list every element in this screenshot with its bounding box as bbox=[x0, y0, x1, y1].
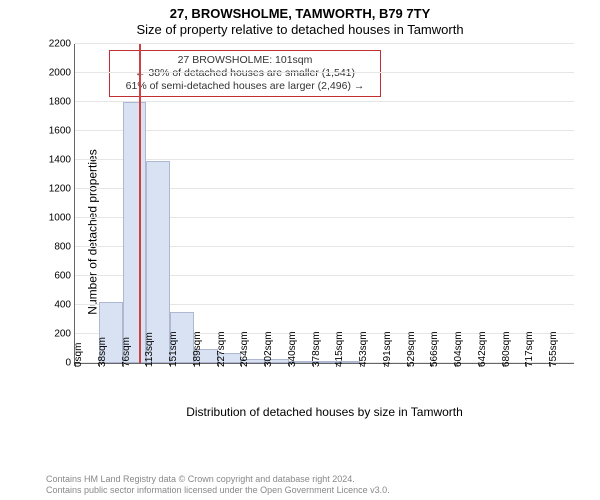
x-tick-label: 0sqm bbox=[73, 343, 84, 367]
footer-attribution: Contains HM Land Registry data © Crown c… bbox=[46, 474, 390, 497]
x-tick-label: 566sqm bbox=[429, 331, 440, 367]
y-tick-label: 1800 bbox=[49, 97, 75, 108]
annotation-line: 61% of semi-detached houses are larger (… bbox=[116, 80, 374, 93]
x-tick-label: 227sqm bbox=[216, 331, 227, 367]
title-address: 27, BROWSHOLME, TAMWORTH, B79 7TY bbox=[0, 6, 600, 21]
gridline-h bbox=[75, 43, 574, 44]
x-tick-label: 604sqm bbox=[453, 331, 464, 367]
x-tick-label: 302sqm bbox=[263, 331, 274, 367]
y-tick-label: 1600 bbox=[49, 126, 75, 137]
y-tick-label: 1400 bbox=[49, 155, 75, 166]
x-tick-label: 642sqm bbox=[477, 331, 488, 367]
y-tick-label: 2000 bbox=[49, 68, 75, 79]
gridline-h bbox=[75, 130, 574, 131]
x-tick-label: 755sqm bbox=[548, 331, 559, 367]
x-tick-label: 189sqm bbox=[192, 331, 203, 367]
gridline-h bbox=[75, 101, 574, 102]
x-tick-label: 151sqm bbox=[168, 331, 179, 367]
gridline-h bbox=[75, 159, 574, 160]
annotation-line: ← 38% of detached houses are smaller (1,… bbox=[116, 67, 374, 80]
x-tick-label: 38sqm bbox=[97, 337, 108, 367]
x-tick-label: 378sqm bbox=[311, 331, 322, 367]
annotation-box: 27 BROWSHOLME: 101sqm← 38% of detached h… bbox=[109, 50, 381, 97]
y-tick-label: 600 bbox=[54, 271, 75, 282]
chart-container: Number of detached properties 27 BROWSHO… bbox=[32, 44, 580, 420]
histogram-bar bbox=[123, 102, 146, 363]
x-tick-label: 453sqm bbox=[358, 331, 369, 367]
footer-line1: Contains HM Land Registry data © Crown c… bbox=[46, 474, 390, 485]
x-tick-label: 491sqm bbox=[382, 331, 393, 367]
annotation-line: 27 BROWSHOLME: 101sqm bbox=[116, 54, 374, 67]
y-tick-label: 800 bbox=[54, 242, 75, 253]
y-tick-label: 1200 bbox=[49, 184, 75, 195]
gridline-h bbox=[75, 72, 574, 73]
x-tick-label: 529sqm bbox=[406, 331, 417, 367]
y-tick-label: 2200 bbox=[49, 39, 75, 50]
y-tick-label: 200 bbox=[54, 329, 75, 340]
x-tick-label: 340sqm bbox=[287, 331, 298, 367]
title-subtitle: Size of property relative to detached ho… bbox=[0, 22, 600, 37]
x-tick-label: 680sqm bbox=[501, 331, 512, 367]
x-tick-label: 76sqm bbox=[121, 337, 132, 367]
plot-area: 27 BROWSHOLME: 101sqm← 38% of detached h… bbox=[74, 44, 574, 364]
x-axis-label: Distribution of detached houses by size … bbox=[75, 405, 574, 419]
property-marker-line bbox=[139, 44, 141, 363]
x-tick-label: 113sqm bbox=[144, 332, 155, 367]
y-tick-label: 400 bbox=[54, 300, 75, 311]
y-tick-label: 1000 bbox=[49, 213, 75, 224]
x-tick-label: 415sqm bbox=[334, 331, 345, 367]
x-tick-label: 264sqm bbox=[239, 331, 250, 367]
footer-line2: Contains public sector information licen… bbox=[46, 485, 390, 496]
x-tick-label: 717sqm bbox=[524, 331, 535, 367]
title-block: 27, BROWSHOLME, TAMWORTH, B79 7TY Size o… bbox=[0, 0, 600, 37]
